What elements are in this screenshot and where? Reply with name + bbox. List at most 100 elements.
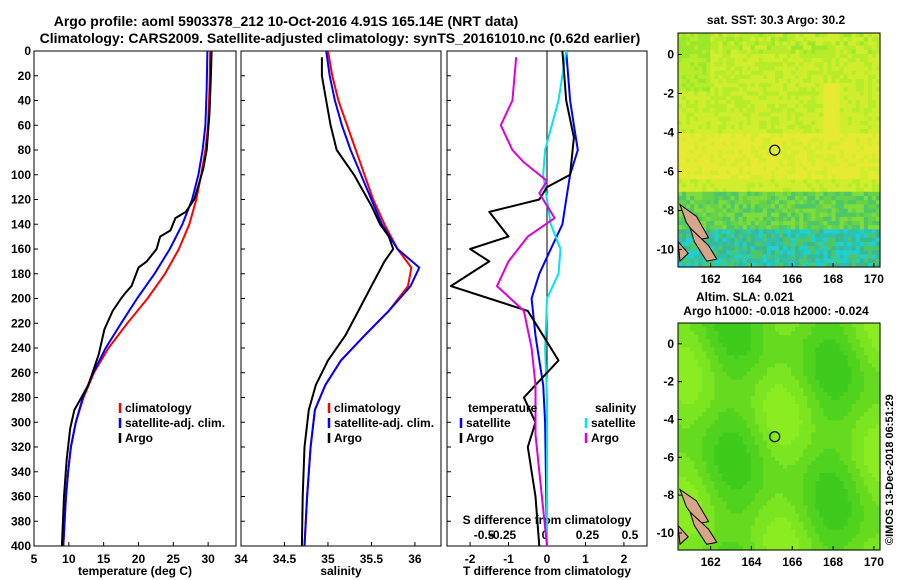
sst-map-cell [823,262,829,268]
sst-map-cell [851,179,857,185]
sla-map-cell [762,391,768,397]
sst-map-cell [694,83,699,88]
sst-map-cell [815,62,820,68]
sst-map-cell [835,254,841,260]
sst-map-cell [758,208,764,214]
sla-map-cell [803,456,808,462]
sla-map-cell [859,367,865,373]
sla-map-cell [710,460,715,466]
sla-map-cell [839,323,845,328]
sst-map-cell [758,183,764,189]
sst-map-cell [855,225,861,230]
sst-map-cell [815,41,820,47]
sla-map-cell [750,331,756,336]
sst-map-cell [682,183,687,189]
sst-map-cell [698,112,703,118]
sla-map-cell [855,404,861,409]
sst-map-cell [774,262,780,268]
sst-map-cell [734,108,740,113]
sst-map-cell [827,179,833,185]
sst-map-cell [803,137,808,143]
sst-map-cell [799,99,804,105]
sst-map-cell [766,78,772,84]
sst-map-cell [863,99,869,105]
sla-map-cell [758,468,764,474]
sla-map-cell [698,400,703,405]
sst-map-cell [855,49,861,55]
sla-map-cell [871,347,877,352]
sla-map-cell [706,375,711,381]
sst-map-cell [827,225,833,230]
sst-map-cell [835,49,841,55]
sst-map-cell [847,33,853,38]
sst-map-cell [795,250,800,256]
sla-map-cell [754,343,760,348]
sst-map-cell [738,124,744,130]
sla-map-cell [770,481,776,486]
sla-map-cell [742,416,748,421]
sla-map-cell [835,359,841,365]
sst-map-cell [730,233,736,239]
sst-map-cell [839,53,845,59]
sst-map-cell [690,66,695,72]
sla-map-cell [783,452,788,458]
sla-map-cell [726,424,732,429]
sst-map-cell [722,225,728,230]
sla-map-cell [819,468,825,474]
sst-map-cell [807,154,812,159]
t-legend-argo: Argo [118,431,153,445]
sla-map-cell [779,456,784,462]
sst-map-cell [795,137,800,143]
sst-map-cell [819,212,825,218]
sla-map-cell [859,420,865,425]
sst-map-cell [859,116,865,122]
sla-map-cell [698,343,703,348]
sst-map-cell [734,191,740,197]
sla-map-cell [787,379,792,385]
sst-map-cell [819,53,825,59]
sla-map-cell [787,395,792,401]
sla-map-cell [863,444,869,450]
sla-map-cell [839,400,845,405]
sla-map-cell [722,416,728,421]
sst-map-cell [714,124,719,130]
sst-map-cell [843,175,849,180]
sla-map-cell [827,391,833,397]
sla-map-cell [783,481,788,486]
sst-map-cell [758,200,764,205]
sst-map-cell [718,254,724,260]
sla-map-cell [754,464,760,470]
sst-map-cell [783,33,788,38]
sla-map-cell [815,335,820,340]
sst-map-cell [718,170,724,176]
sla-map-cell [678,331,683,336]
sst-map-cell [871,162,877,168]
difference-series-s-satellite [542,50,568,546]
sla-map-cell [811,456,816,462]
sst-map-cell [686,246,691,251]
sla-map-cell [758,379,764,385]
sst-map-cell [807,41,812,47]
sst-map-ytick-label: -6 [663,164,674,178]
sst-map-cell [855,246,861,251]
sst-map-cell [787,95,792,101]
sst-map-cell [706,58,711,63]
sla-map-cell [871,440,877,446]
sst-map-cell [734,179,740,185]
sla-map-cell [722,400,728,405]
sst-map-cell [750,137,756,143]
sla-map-cell [758,444,764,450]
sla-map-cell [722,444,728,450]
sst-map-cell [710,53,715,59]
sla-map-cell [867,460,873,466]
sst-map-cell [694,200,699,205]
sst-map-cell [742,183,748,189]
sst-map-cell [791,91,796,97]
sla-map-cell [730,444,736,450]
sst-map-cell [770,124,776,130]
sst-map-cell [702,74,707,80]
sst-map-cell [811,74,816,80]
sst-map-cell [823,83,829,88]
sst-map-cell [738,112,744,118]
sst-map-cell [730,45,736,51]
